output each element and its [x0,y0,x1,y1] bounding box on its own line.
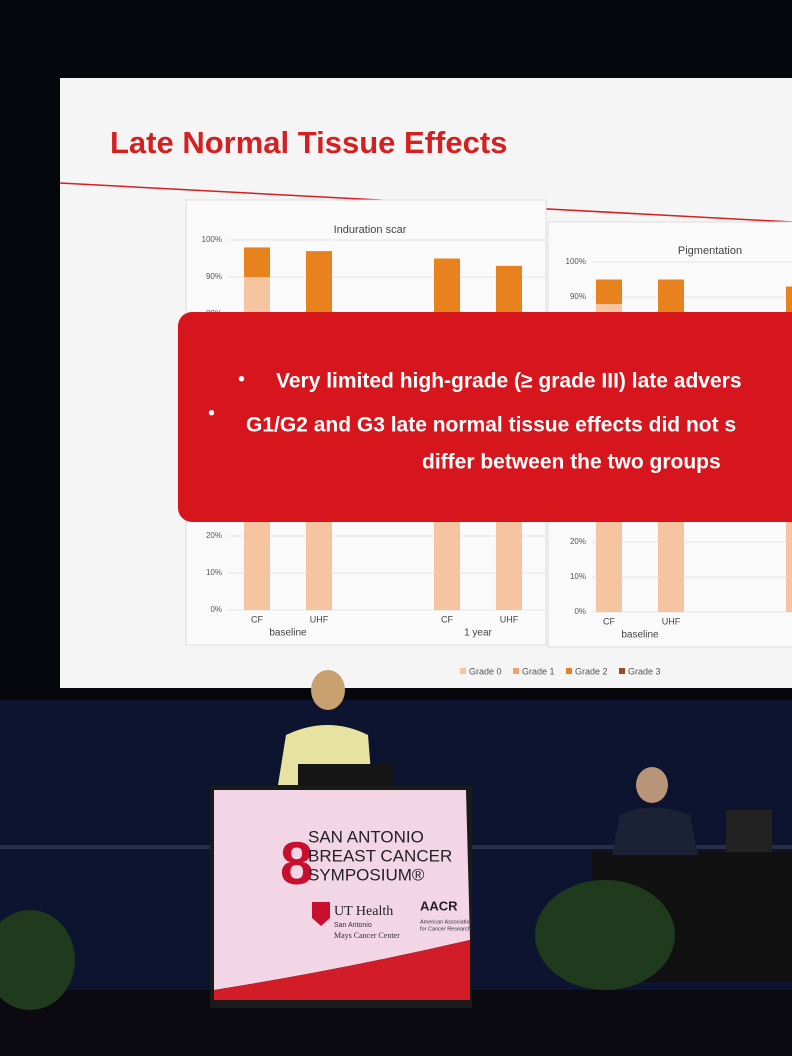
laptop [726,810,772,852]
person-head [636,767,668,803]
y-tick-label: 10% [570,572,586,581]
ut-shield [312,902,330,926]
aacr-text: AACR [420,898,458,913]
plant [535,880,675,990]
y-tick-label: 10% [206,568,222,577]
y-tick-label: 0% [574,607,586,616]
bar-segment [596,279,622,304]
callout-line: G1/G2 and G3 late normal tissue effects … [246,414,736,437]
legend-swatch [619,668,625,674]
legend-swatch [513,668,519,674]
legend-label: Grade 3 [628,666,661,676]
podium-stripe [214,940,470,1000]
podium-text: SYMPOSIUM® [308,865,425,884]
aacr-sub: for Cancer Research [420,926,471,932]
x-tick-label: CF [441,614,453,624]
x-tick-label: CF [603,616,615,626]
ut-sub: Mays Cancer Center [334,931,400,940]
bullet: • [238,368,245,390]
podium-text: BREAST CANCER [308,846,452,865]
aacr-sub: American Association [420,919,473,925]
legend-label: Grade 2 [575,666,608,676]
y-tick-label: 90% [570,292,586,301]
bullet: • [208,402,215,424]
callout-line: Very limited high-grade (≥ grade III) la… [276,370,742,393]
panel-title: Pigmentation [678,245,742,257]
bar-segment [244,247,270,277]
ut-sub: San Antonio [334,922,372,929]
x-tick-label: UHF [500,614,519,624]
group-label: 1 year [464,628,492,639]
podium-panel [214,790,470,990]
bar-segment [786,286,792,315]
x-tick-label: CF [251,614,263,624]
bar-segment [658,279,684,315]
logo-ribbon: 8 [280,830,313,897]
podium-text: SAN ANTONIO [308,827,424,846]
legend-swatch [460,668,466,674]
y-tick-label: 0% [210,605,222,614]
plant [0,910,75,1010]
legend-label: Grade 1 [522,666,555,676]
ut-text: UT Health [334,904,393,919]
callout-box [178,312,792,522]
person-body [612,807,698,855]
y-tick-label: 100% [202,235,222,244]
y-tick-label: 20% [206,531,222,540]
legend-label: Grade 0 [469,666,502,676]
slide-title: Late Normal Tissue Effects [110,125,507,160]
callout: • Very limited high-grade (≥ grade III) … [178,312,792,522]
group-label: baseline [621,630,659,641]
callout-line: differ between the two groups [422,451,721,474]
x-tick-label: UHF [310,614,329,624]
legend-swatch [566,668,572,674]
y-tick-label: 100% [566,257,586,266]
y-tick-label: 20% [570,537,586,546]
panel-title: Induration scar [334,224,407,236]
speaker-head [311,670,345,710]
x-tick-label: UHF [662,616,681,626]
y-tick-label: 90% [206,272,222,281]
group-label: baseline [269,628,307,639]
laptop [298,764,394,786]
